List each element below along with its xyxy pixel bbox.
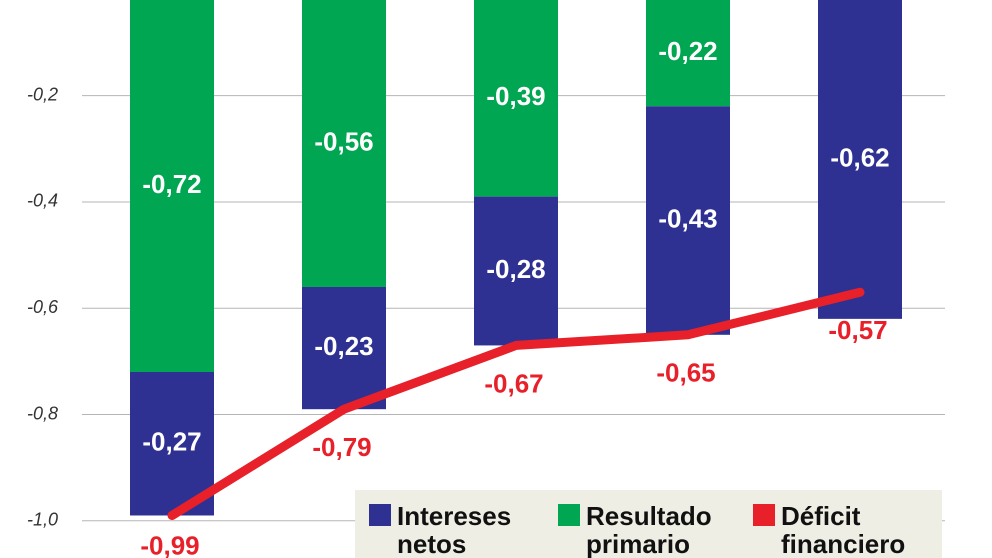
bar-value-label: -0,22	[658, 36, 717, 66]
bar-value-label: -0,56	[314, 126, 373, 156]
bar-segment	[474, 0, 558, 197]
legend-label: Resultado primario	[586, 501, 712, 558]
y-tick-label: -1,0	[27, 510, 58, 530]
line	[167, 287, 865, 520]
line-value-label: -0,67	[484, 368, 543, 398]
bar-segment	[474, 196, 558, 346]
legend-swatch	[753, 504, 775, 526]
bar-segment	[302, 0, 386, 287]
line-value-label: -0,57	[828, 315, 887, 345]
legend-label: Intereses netos	[397, 501, 512, 558]
line-value-label: -0,99	[140, 530, 199, 558]
bar-value-label: -0,28	[486, 254, 545, 284]
bar-segment	[818, 0, 902, 319]
y-tick-label: -0,4	[27, 191, 58, 211]
bar-segment	[130, 372, 214, 516]
y-tick-label: -0,2	[27, 84, 58, 104]
legend-swatch	[558, 504, 580, 526]
bar-segment	[302, 286, 386, 410]
legend-label: Déficit financiero	[781, 501, 906, 558]
line-value-label: -0,79	[312, 432, 371, 462]
bar-value-label: -0,27	[142, 427, 201, 457]
y-tick-label: -0,6	[27, 297, 59, 317]
bar-value-label: -0,23	[314, 331, 373, 361]
bar-value-label: -0,62	[830, 142, 889, 172]
y-tick-label: -0,8	[27, 403, 58, 423]
legend: Intereses netos Resultado primario Déficit…	[355, 490, 942, 558]
bar-segment	[130, 0, 214, 372]
bar-value-label: -0,39	[486, 81, 545, 111]
bar-value-label: -0,72	[142, 169, 201, 199]
bar-segment	[646, 0, 730, 107]
bar-segment	[646, 106, 730, 335]
bar-value-label: -0,43	[658, 203, 717, 233]
line-value-label: -0,65	[656, 358, 715, 388]
legend-swatch	[369, 504, 391, 526]
